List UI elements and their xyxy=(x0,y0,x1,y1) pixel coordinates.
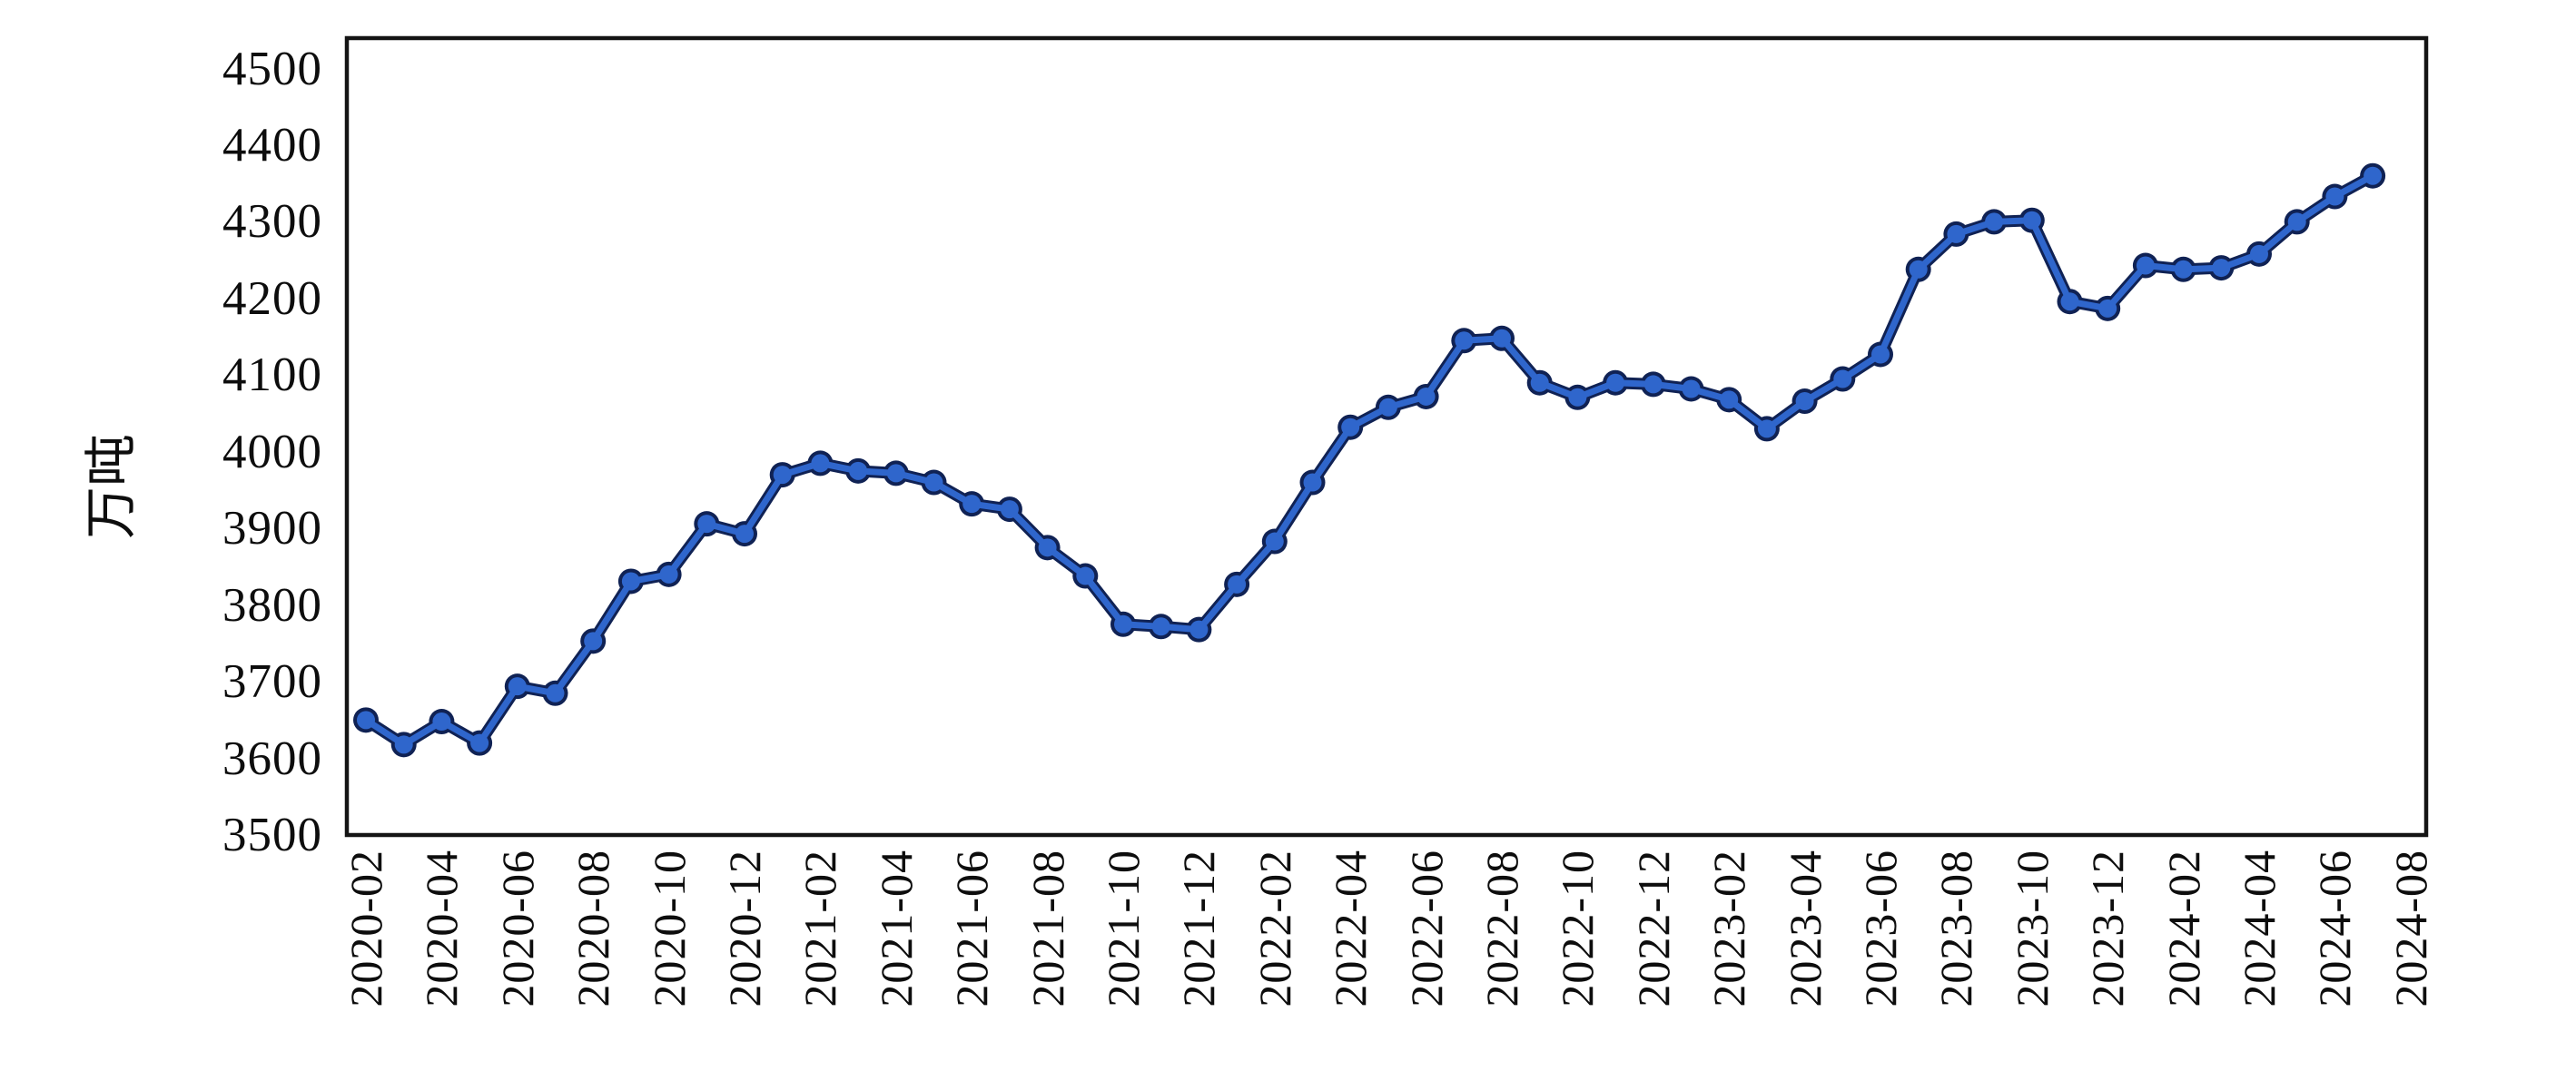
x-tick-label: 2022-06 xyxy=(1400,850,1452,1007)
x-tick-label: 2021-04 xyxy=(870,850,922,1007)
x-tick-label: 2023-02 xyxy=(1703,850,1755,1007)
x-tick-label: 2020-12 xyxy=(719,850,770,1007)
x-tick-label: 2021-02 xyxy=(795,850,846,1007)
y-tick-label: 4400 xyxy=(222,118,322,172)
data-point-marker xyxy=(849,461,868,480)
data-point-marker xyxy=(1000,500,1019,519)
data-point-marker xyxy=(1795,392,1814,411)
data-point-marker xyxy=(1038,538,1057,557)
data-point-marker xyxy=(1606,373,1625,392)
data-point-marker xyxy=(1682,379,1701,398)
data-point-marker xyxy=(1189,620,1209,639)
y-tick-label: 4500 xyxy=(222,42,322,95)
data-point-marker xyxy=(432,712,451,732)
data-point-marker xyxy=(659,565,678,584)
data-point-marker xyxy=(508,677,527,696)
x-tick-label: 2024-06 xyxy=(2309,850,2361,1007)
x-tick-label: 2020-10 xyxy=(643,850,695,1007)
x-tick-label: 2022-12 xyxy=(1627,850,1679,1007)
data-point-marker xyxy=(621,572,640,591)
data-point-marker xyxy=(1909,260,1928,279)
data-point-marker xyxy=(886,464,905,483)
data-point-marker xyxy=(2136,256,2155,275)
data-point-marker xyxy=(2022,211,2041,230)
data-point-marker xyxy=(1114,614,1132,634)
data-point-marker xyxy=(924,473,943,492)
x-tick-label: 2022-04 xyxy=(1325,850,1377,1007)
x-tick-label: 2023-08 xyxy=(1930,850,1982,1007)
data-point-marker xyxy=(1833,369,1852,388)
data-point-marker xyxy=(1416,387,1436,406)
y-tick-label: 3600 xyxy=(222,732,322,785)
x-tick-label: 2020-04 xyxy=(416,850,468,1007)
series-line-outline xyxy=(360,170,2379,751)
y-tick-label: 3700 xyxy=(222,655,322,709)
data-point-marker xyxy=(2250,244,2268,263)
x-tick-label: 2024-04 xyxy=(2234,850,2285,1007)
data-point-marker xyxy=(2098,299,2117,318)
plot-frame xyxy=(344,35,2429,838)
series-line xyxy=(362,172,2376,748)
x-tick-label: 2020-02 xyxy=(341,850,391,1007)
data-point-marker xyxy=(1871,345,1890,364)
data-point-marker xyxy=(1228,575,1247,594)
data-point-marker xyxy=(1378,398,1397,417)
data-point-marker xyxy=(697,515,716,534)
x-tick-label: 2022-10 xyxy=(1552,850,1604,1007)
data-point-marker xyxy=(1568,388,1587,407)
data-point-marker xyxy=(1076,566,1095,585)
y-tick-label: 3800 xyxy=(222,578,322,632)
x-tick-label: 2020-08 xyxy=(568,850,619,1007)
x-tick-label: 2023-04 xyxy=(1779,850,1831,1007)
data-point-marker xyxy=(584,632,603,651)
data-point-marker xyxy=(2287,212,2306,231)
data-point-marker xyxy=(1493,329,1511,348)
data-point-marker xyxy=(1265,532,1284,551)
y-tick-label: 3900 xyxy=(222,502,322,555)
x-tick-label: 2024-02 xyxy=(2157,850,2209,1007)
data-point-marker xyxy=(1947,224,1966,243)
data-point-marker xyxy=(735,525,754,544)
x-tick-label: 2023-10 xyxy=(2006,850,2058,1007)
y-tick-label: 4100 xyxy=(222,349,322,402)
data-point-marker xyxy=(2174,260,2193,279)
x-tick-label: 2023-12 xyxy=(2082,850,2134,1007)
x-tick-label: 2021-12 xyxy=(1173,850,1225,1007)
x-tick-label: 2024-08 xyxy=(2384,850,2436,1007)
x-tick-label: 2021-06 xyxy=(946,850,998,1007)
data-point-marker xyxy=(773,466,792,485)
data-point-marker xyxy=(1341,418,1360,437)
data-point-marker xyxy=(1303,473,1322,492)
data-point-marker xyxy=(811,454,830,473)
y-axis-title: 万吨 xyxy=(82,434,141,540)
data-point-marker xyxy=(394,735,413,754)
data-point-marker xyxy=(2212,259,2231,278)
x-tick-label: 2022-08 xyxy=(1476,850,1527,1007)
x-tick-label: 2023-06 xyxy=(1855,850,1906,1007)
y-tick-label: 4200 xyxy=(222,271,322,325)
data-point-marker xyxy=(1151,617,1170,636)
data-point-marker xyxy=(2325,187,2344,206)
x-tick-label: 2022-02 xyxy=(1249,850,1300,1007)
data-point-marker xyxy=(357,711,375,730)
data-point-marker xyxy=(2060,292,2079,311)
y-tick-label: 3500 xyxy=(222,809,322,861)
data-point-marker xyxy=(1455,331,1474,350)
y-tick-label: 4000 xyxy=(222,425,322,478)
data-point-marker xyxy=(962,495,982,514)
data-point-marker xyxy=(546,683,565,703)
x-tick-label: 2020-06 xyxy=(491,850,543,1007)
data-point-marker xyxy=(1643,375,1663,394)
x-tick-label: 2021-08 xyxy=(1022,850,1073,1007)
y-tick-label: 4300 xyxy=(222,195,322,249)
data-point-marker xyxy=(1757,419,1776,438)
data-point-marker xyxy=(2364,166,2383,185)
data-point-marker xyxy=(1720,390,1739,409)
data-point-marker xyxy=(1530,373,1549,392)
data-point-marker xyxy=(470,733,489,752)
x-tick-label: 2021-10 xyxy=(1098,850,1149,1007)
data-point-marker xyxy=(1985,212,2004,231)
